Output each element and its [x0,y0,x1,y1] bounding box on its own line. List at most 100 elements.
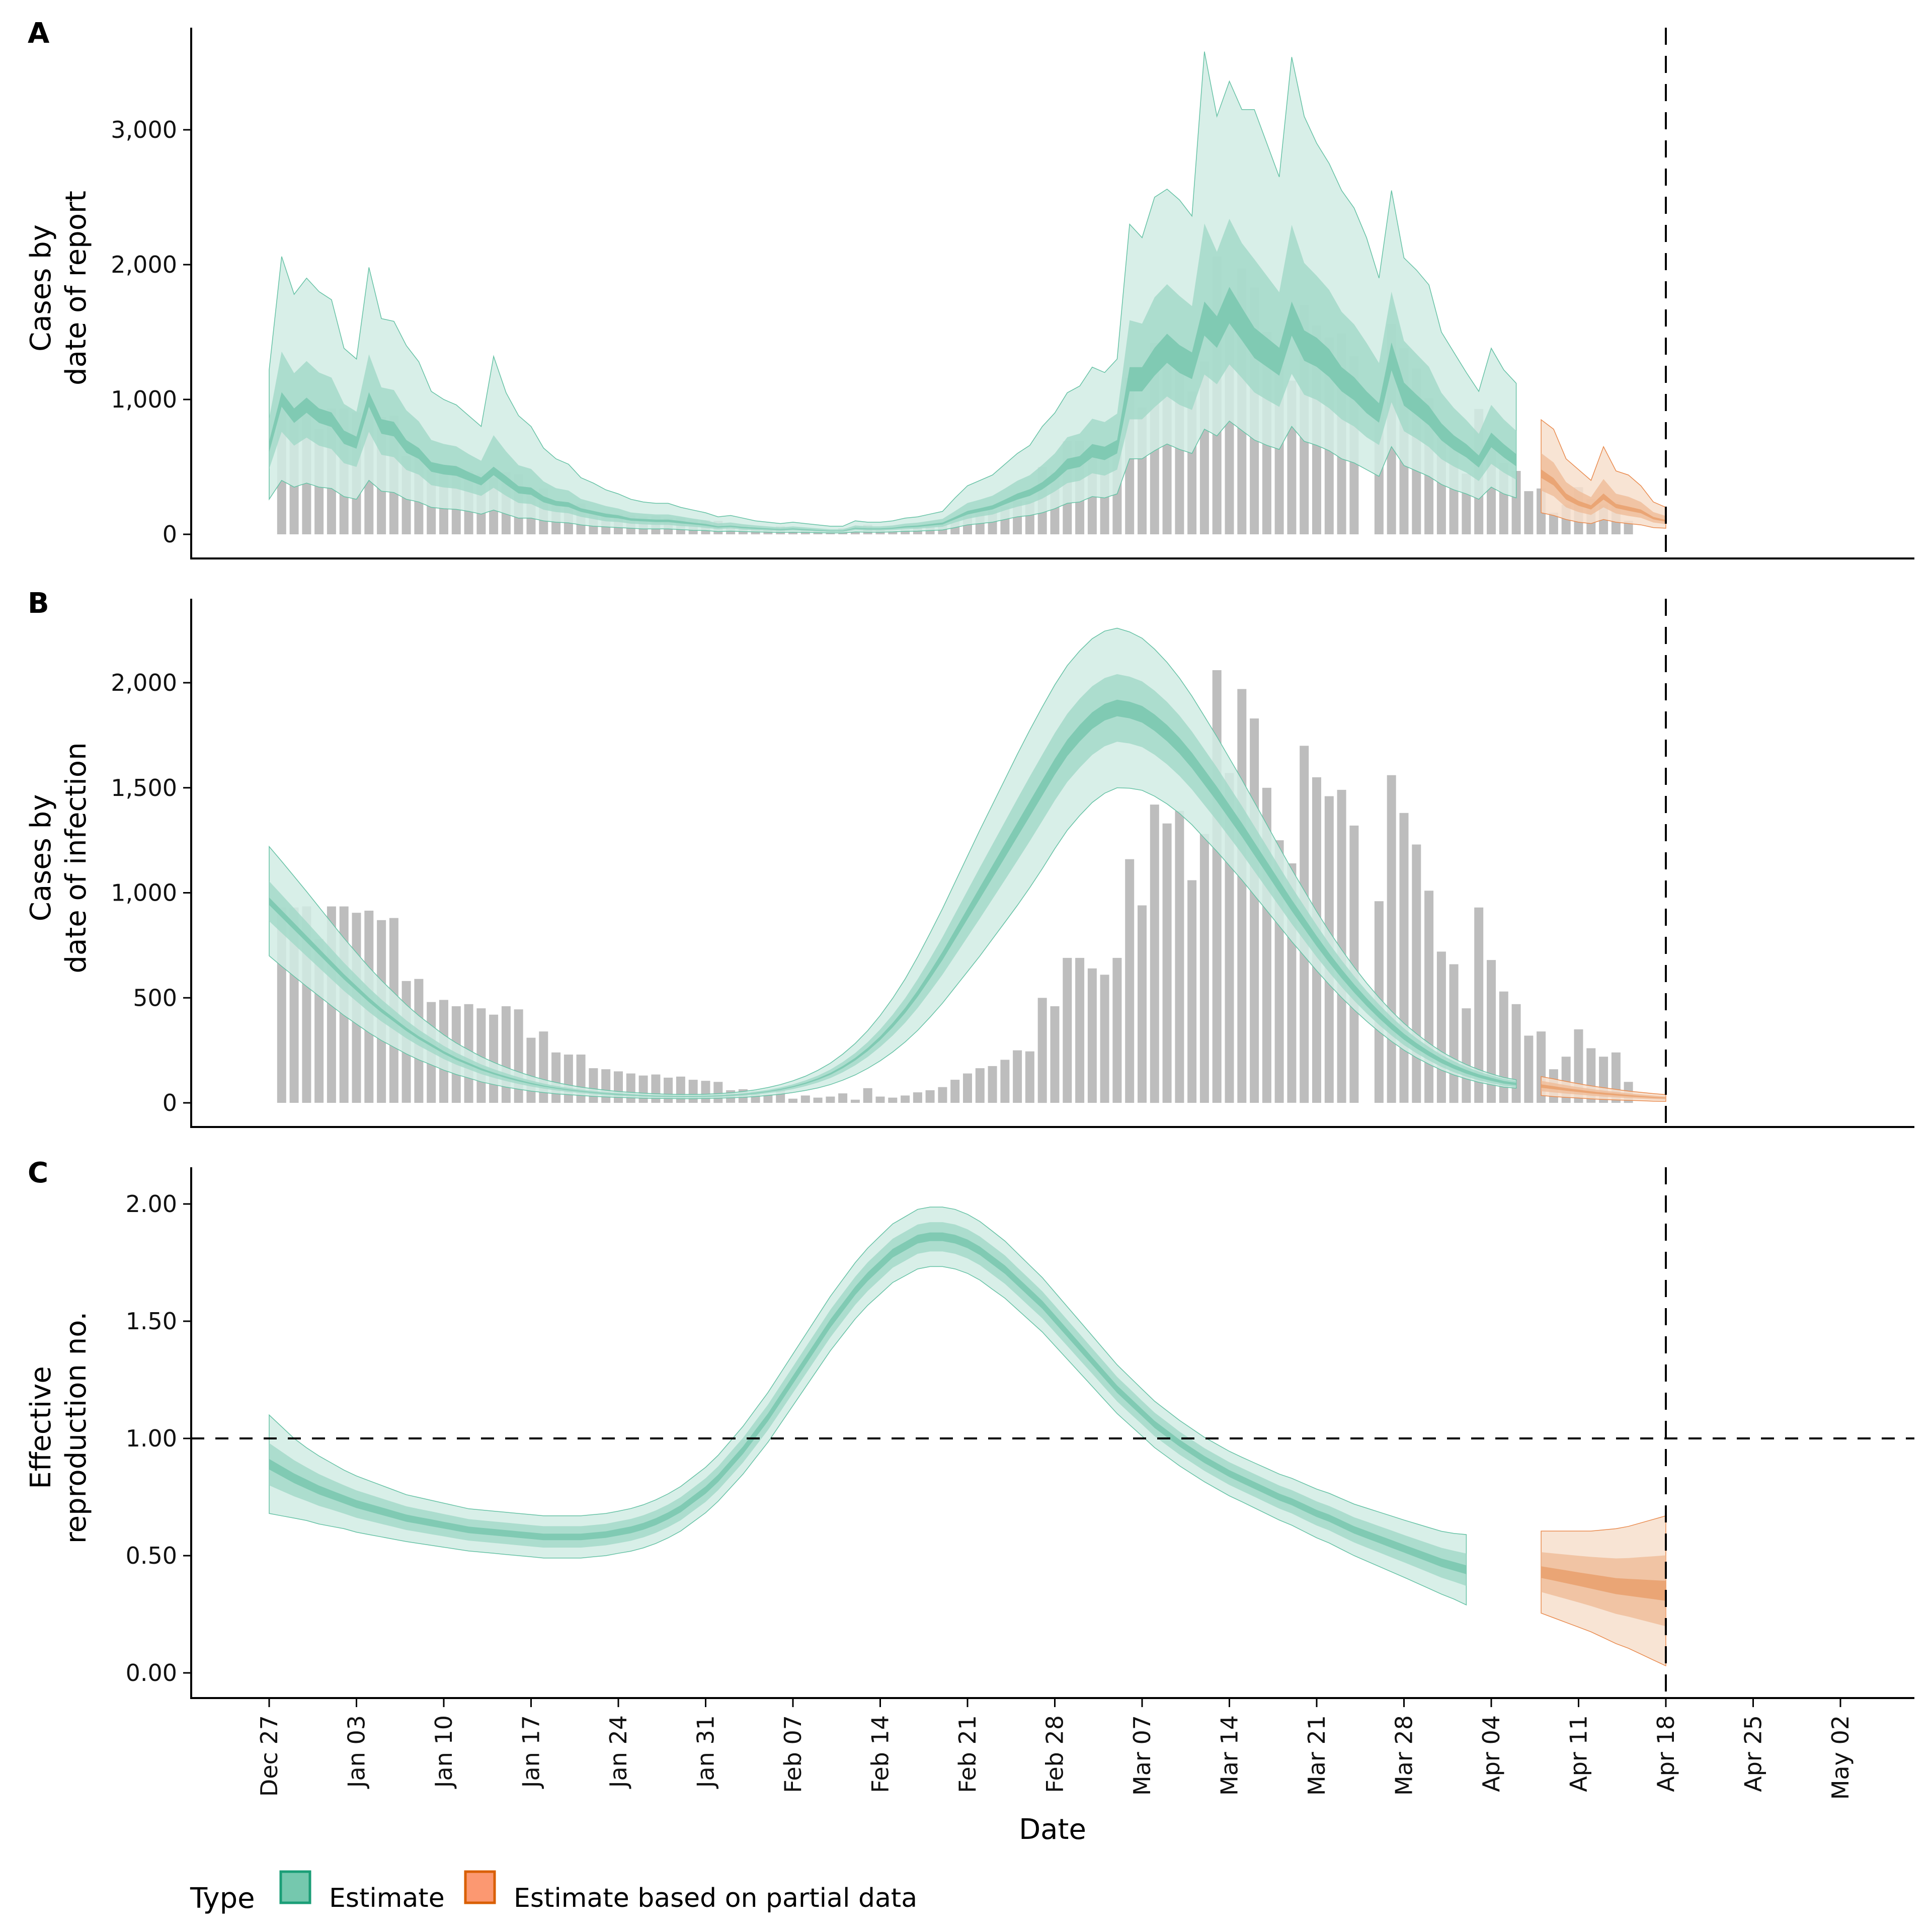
y-tick-label: 0 [163,521,177,548]
y-tick-label: 1.00 [126,1425,177,1452]
bar [1075,957,1085,1103]
bar [1175,811,1184,1103]
legend: Type Estimate Estimate based on partial da… [190,1870,917,1915]
panel-b-cases-by-infection: B 0 500 1,000 1,500 2,000 Cases by date of infe… [25,587,1914,1128]
bar [1187,880,1197,1103]
bar [489,1014,499,1103]
bar [1150,804,1159,1103]
bar [551,1052,561,1103]
bar [1462,1008,1471,1103]
y-axis-title: date of report [60,191,93,385]
bar [601,1069,611,1103]
x-tick-label: Jan 10 [430,1715,457,1789]
y-tick-label: 2,000 [111,251,177,278]
x-tick-label: Apr 04 [1478,1715,1505,1792]
y-tick-label: 3,000 [111,116,177,143]
bar [763,1094,773,1103]
y-tick-label: 2,000 [111,669,177,696]
x-tick-label: Feb 07 [779,1715,807,1793]
bar [1474,907,1484,1103]
bar [1624,521,1633,534]
bar [1025,1051,1034,1103]
bar [1524,1035,1534,1103]
bar [1487,960,1496,1103]
bar [614,1071,623,1103]
y-tick-label: 0 [163,1089,177,1116]
bar [1424,891,1434,1103]
bar [901,1095,910,1103]
y-tick-label: 0.50 [126,1542,177,1569]
partial-ci50-band [1541,1081,1666,1100]
bar [788,1098,797,1103]
bar [564,1055,573,1103]
y-tick-label: 1,000 [111,879,177,907]
y-tick-label: 0.00 [126,1659,177,1686]
bar [800,1095,810,1103]
x-tick-label: Feb 14 [867,1715,894,1793]
y-tick-label: 1,000 [111,386,177,413]
bar [713,1082,723,1103]
bar [950,1080,960,1103]
panel-letter: B [28,587,49,620]
bar [975,1068,985,1103]
x-tick-label: Jan 24 [605,1715,632,1789]
x-tick-label: Mar 07 [1129,1715,1156,1796]
bar [826,1096,835,1103]
bar [1100,975,1109,1103]
estimate-ci90-band [269,51,1517,534]
bar [963,1073,972,1103]
y-axis-title: Cases by [25,224,57,352]
x-tick-label: Apr 11 [1565,1715,1592,1792]
y-axis-title: Cases by [25,794,57,922]
bar [788,531,797,534]
bar [1162,823,1172,1103]
bar [888,1097,898,1103]
y-axis-title: reproduction no. [60,1312,93,1544]
y-axis-title: date of infection [60,742,93,973]
bar [638,1075,648,1103]
bar [1387,775,1396,1103]
bar [1000,1060,1010,1103]
bar [526,1037,536,1103]
panel-letter: C [28,1157,48,1189]
bar [850,532,860,534]
bar [1037,998,1047,1103]
bar [1199,834,1209,1103]
bar [813,1097,823,1103]
y-tick-label: 1.50 [126,1308,177,1335]
bar [1125,859,1135,1103]
bar [1237,689,1247,1103]
bar [1449,964,1459,1103]
x-tick-label: Feb 21 [954,1715,981,1793]
bar [1436,951,1446,1103]
x-tick-label: Mar 28 [1391,1715,1418,1796]
bar [863,1088,872,1103]
bar [838,1093,848,1103]
panel-letter: A [28,17,50,50]
bar [688,1080,698,1103]
bar [589,1068,598,1103]
x-axis-title: Date [1019,1813,1086,1846]
x-tick-label: Jan 03 [343,1715,370,1789]
y-tick-label: 500 [133,984,177,1011]
panel-a-cases-by-report: A 0 1,000 2,000 3,000 Cases by date of report [25,17,1914,559]
bar [1524,491,1534,534]
bar [901,529,910,534]
x-axis: Dec 27 Jan 03 Jan 10 Jan 17 Jan 24 Jan 31 Feb … [256,1698,1854,1846]
bar [1349,825,1359,1103]
bar [626,1073,635,1103]
bar [988,1066,997,1103]
x-tick-label: Dec 27 [256,1715,283,1797]
bar [1013,1050,1022,1103]
partial-ci20-band [1541,1084,1666,1099]
bar [850,1099,860,1103]
bar [1399,813,1409,1103]
y-tick-label: 2.00 [126,1190,177,1218]
bar [1087,968,1097,1103]
bar [1050,1006,1060,1103]
partial-ci20-band [1541,1566,1666,1601]
bar [938,1087,947,1103]
legend-title: Type [190,1882,255,1915]
bar [1063,957,1072,1103]
